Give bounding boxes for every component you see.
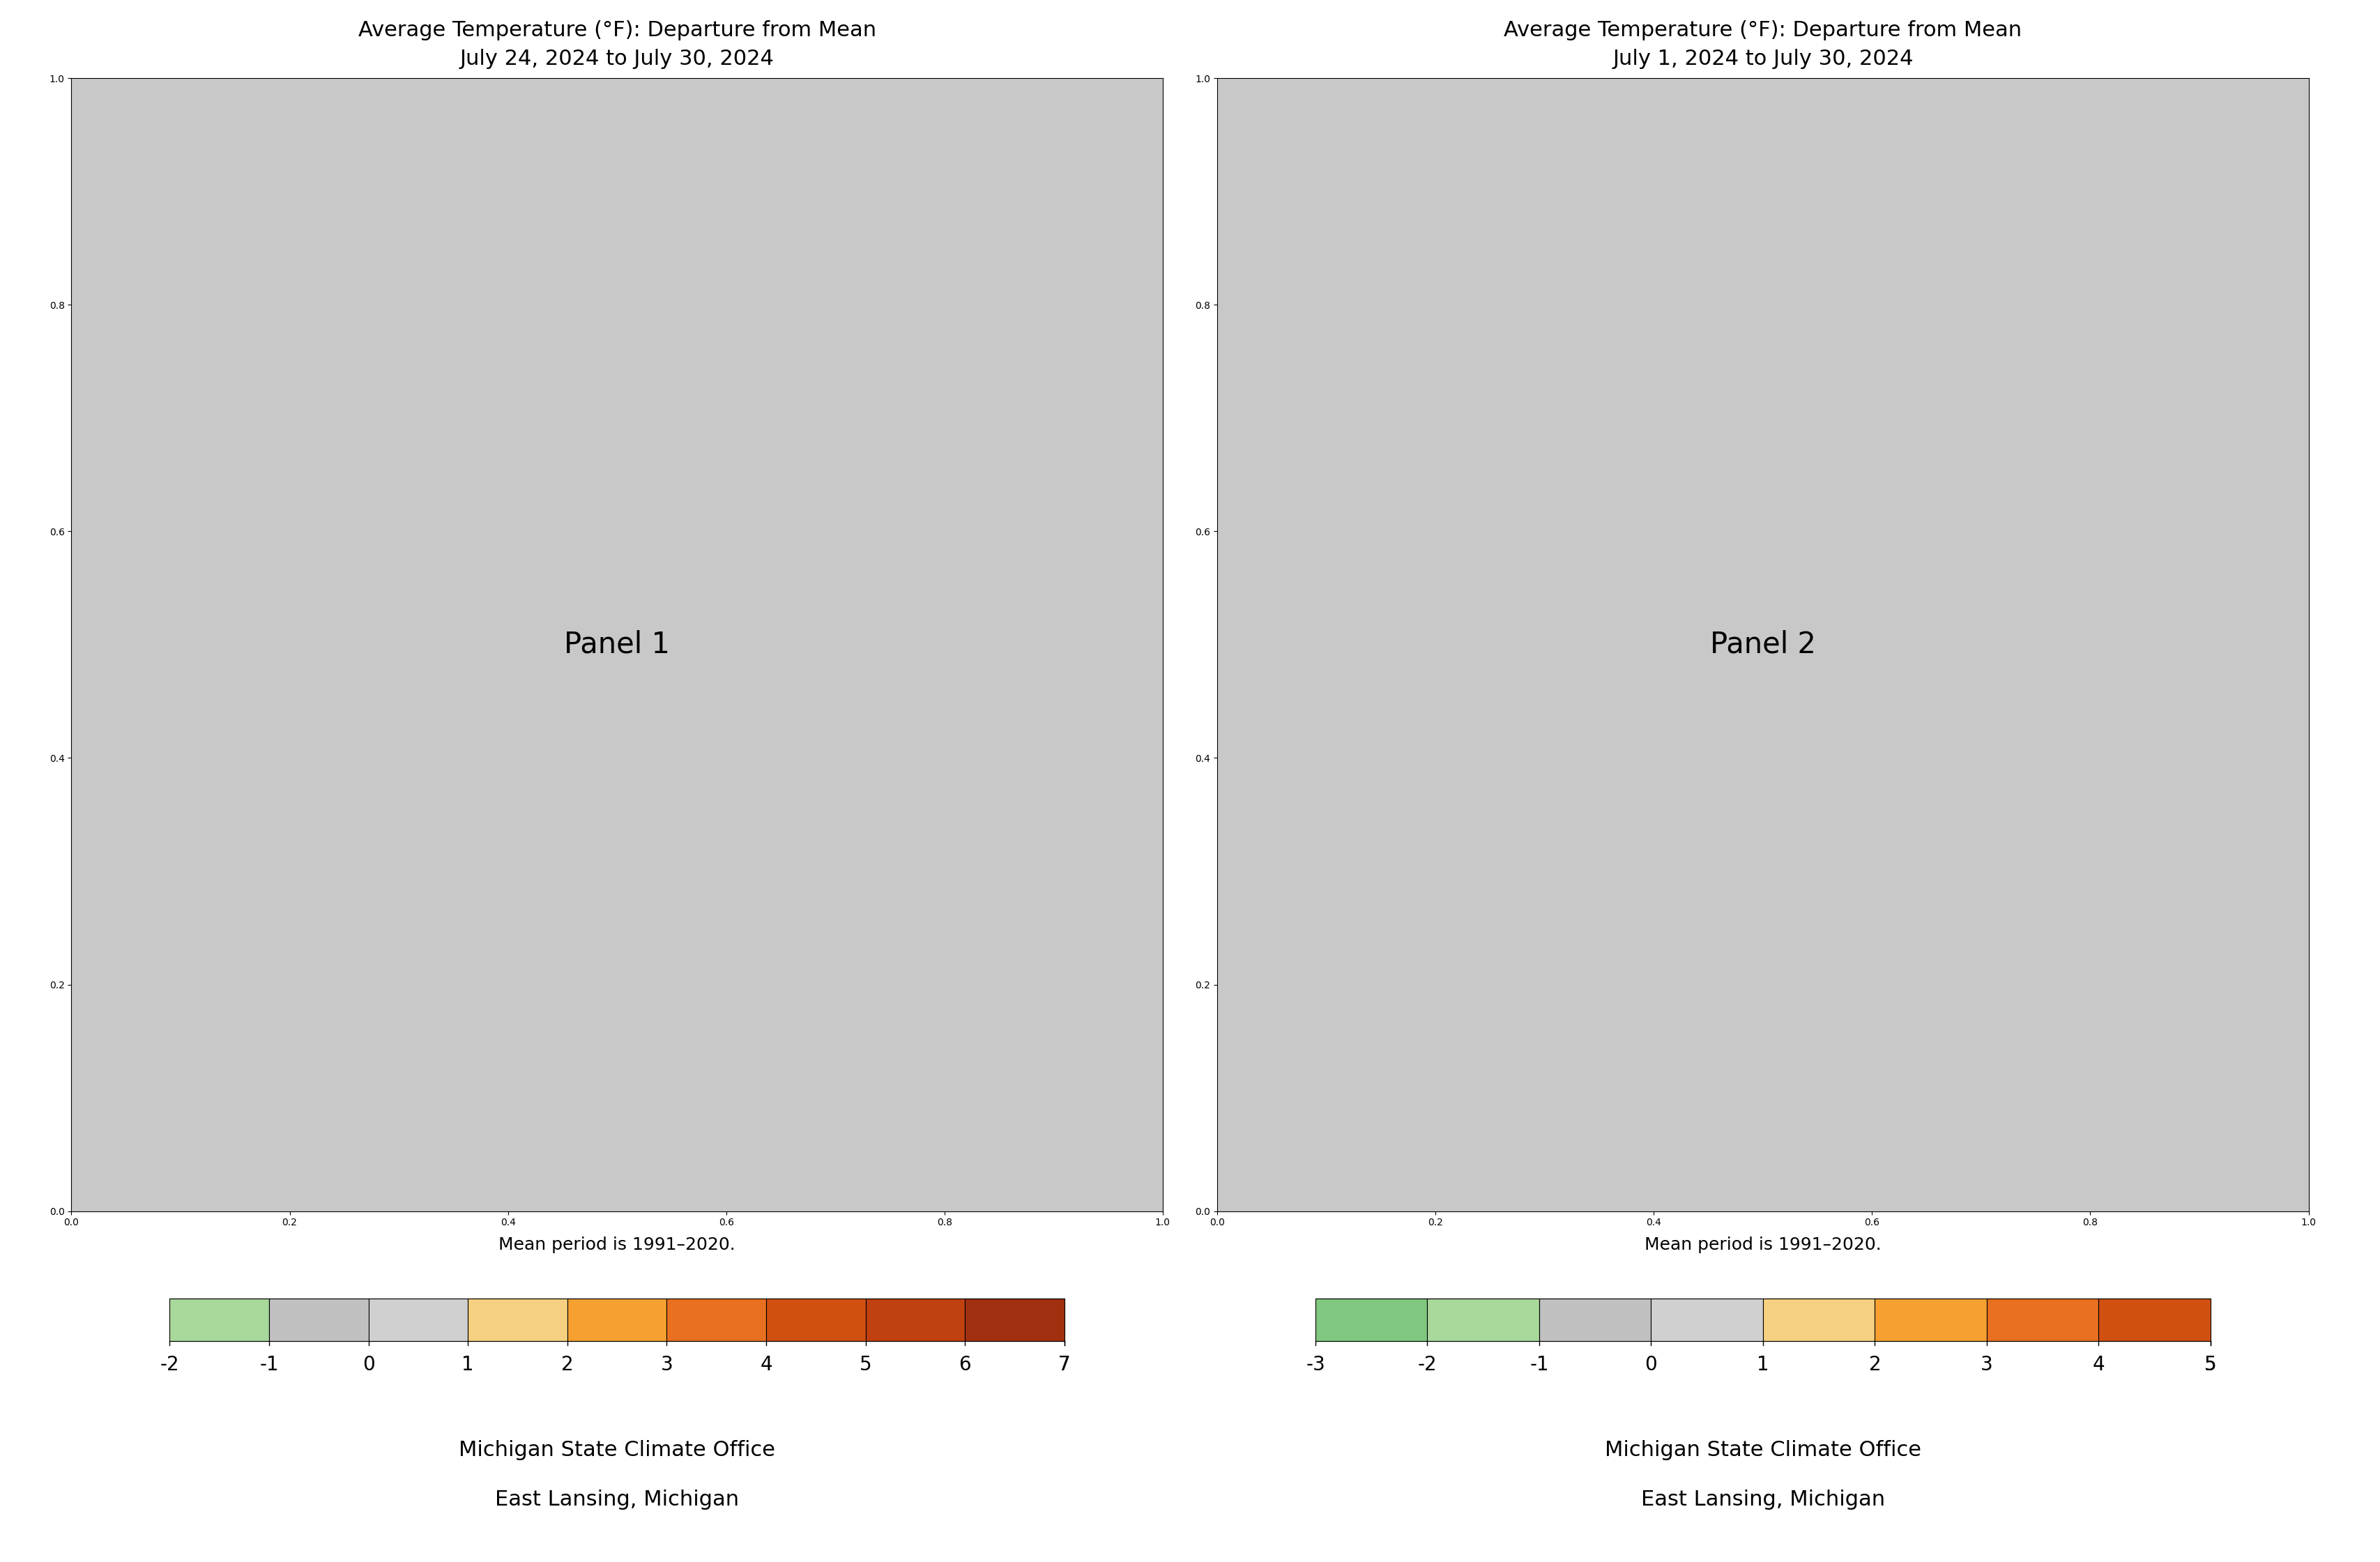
Text: 7: 7 [1059,1354,1071,1375]
Title: Average Temperature (°F): Departure from Mean
July 24, 2024 to July 30, 2024: Average Temperature (°F): Departure from… [357,20,876,69]
Text: East Lansing, Michigan: East Lansing, Michigan [1640,1490,1885,1510]
Bar [369,1298,469,1340]
Title: Average Temperature (°F): Departure from Mean
July 1, 2024 to July 30, 2024: Average Temperature (°F): Departure from… [1504,20,2023,69]
Text: 4: 4 [759,1354,773,1375]
Text: -2: -2 [1418,1354,1438,1375]
Bar [469,1298,566,1340]
Bar [169,1298,269,1340]
Text: 2: 2 [562,1354,574,1375]
Bar [866,1298,964,1340]
Text: -2: -2 [159,1354,178,1375]
Text: -1: -1 [1530,1354,1549,1375]
Text: -1: -1 [259,1354,278,1375]
Text: 7: 7 [1059,1354,1071,1375]
Text: 0: 0 [1645,1354,1656,1375]
Text: East Lansing, Michigan: East Lansing, Michigan [495,1490,740,1510]
Text: Mean period is 1991–2020.: Mean period is 1991–2020. [1645,1237,1880,1254]
Text: 5: 5 [859,1354,871,1375]
Text: 6: 6 [959,1354,971,1375]
Bar [666,1298,766,1340]
Text: 5: 5 [2204,1354,2216,1375]
Text: Mean period is 1991–2020.: Mean period is 1991–2020. [500,1237,735,1254]
Text: 4: 4 [2092,1354,2104,1375]
Bar [964,1298,1064,1340]
Text: 3: 3 [1980,1354,1992,1375]
Text: Panel 2: Panel 2 [1709,629,1816,659]
Text: 2: 2 [1868,1354,1880,1375]
Text: 5: 5 [2204,1354,2216,1375]
Text: Michigan State Climate Office: Michigan State Climate Office [459,1440,776,1460]
Text: 3: 3 [662,1354,674,1375]
Text: 1: 1 [462,1354,474,1375]
Text: 1: 1 [1756,1354,1768,1375]
Text: Panel 1: Panel 1 [564,629,671,659]
Bar [766,1298,866,1340]
Bar [269,1298,369,1340]
Text: -3: -3 [1307,1354,1326,1375]
Text: 0: 0 [362,1354,374,1375]
Bar [566,1298,666,1340]
Text: Michigan State Climate Office: Michigan State Climate Office [1604,1440,1921,1460]
